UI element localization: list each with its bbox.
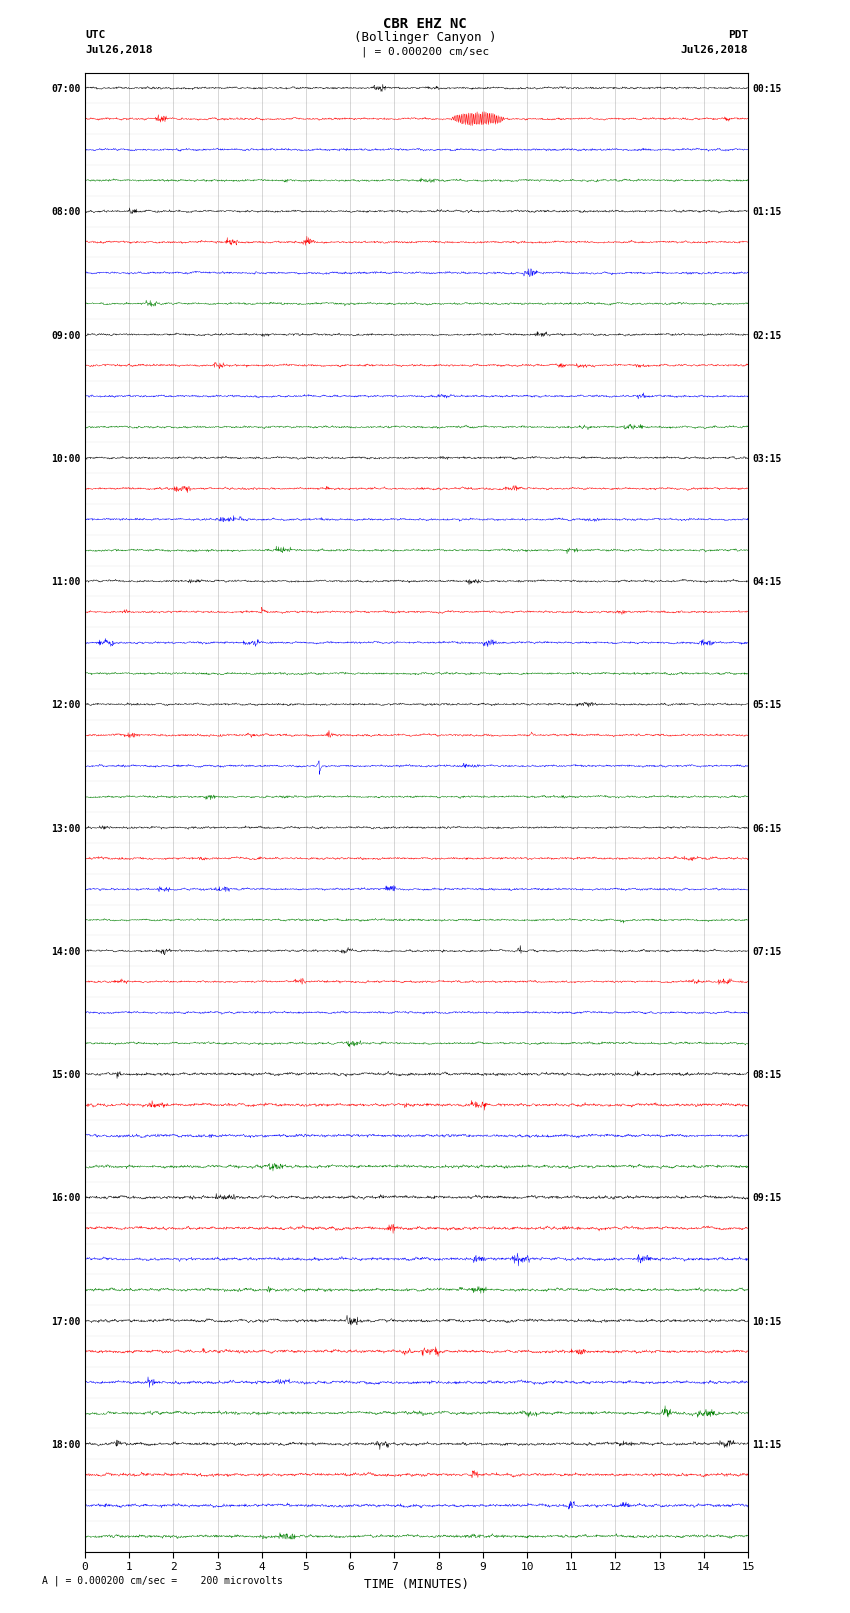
- Text: | = 0.000200 cm/sec: | = 0.000200 cm/sec: [361, 47, 489, 56]
- X-axis label: TIME (MINUTES): TIME (MINUTES): [364, 1578, 469, 1590]
- Text: CBR EHZ NC: CBR EHZ NC: [383, 18, 467, 31]
- Text: (Bollinger Canyon ): (Bollinger Canyon ): [354, 31, 496, 44]
- Text: UTC: UTC: [85, 31, 105, 40]
- Text: A | = 0.000200 cm/sec =    200 microvolts: A | = 0.000200 cm/sec = 200 microvolts: [42, 1576, 283, 1586]
- Text: PDT: PDT: [728, 31, 748, 40]
- Text: Jul26,2018: Jul26,2018: [681, 45, 748, 55]
- Text: Jul26,2018: Jul26,2018: [85, 45, 152, 55]
